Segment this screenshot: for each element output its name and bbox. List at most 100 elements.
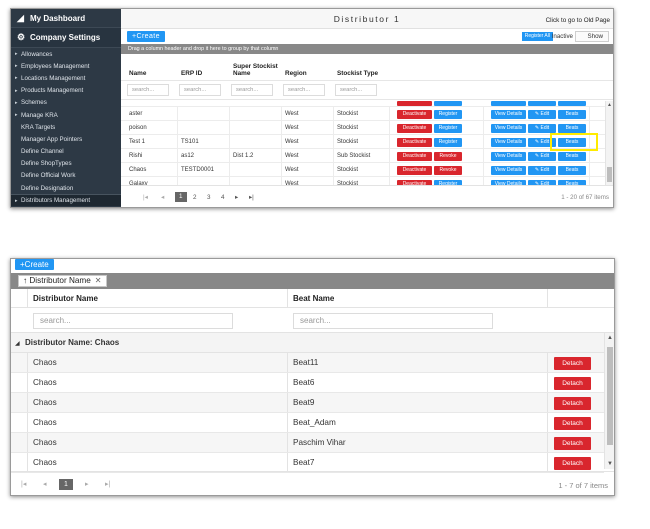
deactivate-button[interactable]: Deactivate: [397, 110, 432, 119]
view-details-button[interactable]: View Details: [491, 124, 526, 133]
column-header-super-stockist[interactable]: Super Stockist Name: [233, 63, 278, 77]
view-details-button[interactable]: View Details: [491, 166, 526, 175]
group-drop-zone[interactable]: Drag a column header and drop it here to…: [121, 44, 613, 54]
next-page-icon[interactable]: ▸: [235, 194, 239, 201]
column-header-name[interactable]: Name: [129, 70, 147, 77]
page-2-button[interactable]: 2: [193, 194, 197, 201]
view-details-button[interactable]: View Details: [491, 180, 526, 185]
group-row[interactable]: ◢ Distributor Name: Chaos: [11, 333, 604, 353]
column-header-stockist-type[interactable]: Stockist Type: [337, 70, 379, 77]
scroll-thumb[interactable]: [607, 347, 613, 445]
sidebar-item[interactable]: Define ShopTypes: [11, 158, 121, 170]
beats-button[interactable]: Beats: [558, 152, 586, 161]
close-icon[interactable]: ✕: [94, 276, 102, 285]
filter-name-input[interactable]: search...: [127, 84, 169, 96]
next-page-icon[interactable]: ▸: [85, 481, 89, 488]
column-header-distributor-name[interactable]: Distributor Name: [33, 294, 98, 303]
page-3-button[interactable]: 3: [207, 194, 211, 201]
filter-type-input[interactable]: search...: [335, 84, 377, 96]
sidebar-item[interactable]: Define Channel: [11, 146, 121, 158]
sidebar-item[interactable]: Define Official Work: [11, 170, 121, 182]
show-toggle[interactable]: Show: [575, 31, 609, 42]
sidebar-item[interactable]: ▸ Schemes: [11, 97, 121, 109]
register-button[interactable]: [434, 101, 462, 106]
detach-button[interactable]: Detach: [554, 437, 591, 450]
filter-beat-input[interactable]: search...: [293, 313, 493, 329]
prev-page-icon[interactable]: ◂: [161, 194, 165, 201]
beats-button[interactable]: Beats: [558, 180, 586, 185]
scroll-up-icon[interactable]: ▲: [607, 335, 613, 341]
sidebar-item[interactable]: ▸ Distributors Management: [11, 194, 121, 207]
register-button[interactable]: Register: [434, 110, 462, 119]
collapse-icon[interactable]: ◢: [15, 341, 20, 347]
group-chip[interactable]: ↑ Distributor Name ✕: [18, 275, 107, 287]
revoke-button[interactable]: Revoke: [434, 166, 462, 175]
sidebar-item[interactable]: ▸ Products Management: [11, 85, 121, 97]
beats-button[interactable]: Beats: [558, 166, 586, 175]
vertical-scrollbar[interactable]: ▲ ▼: [604, 333, 614, 469]
vertical-scrollbar[interactable]: ▲: [605, 101, 613, 185]
detach-button[interactable]: Detach: [554, 417, 591, 430]
edit-button[interactable]: ✎ Edit: [528, 124, 556, 133]
sidebar-dashboard[interactable]: ◢ My Dashboard: [11, 9, 121, 28]
scroll-thumb[interactable]: [607, 167, 612, 182]
filter-distributor-input[interactable]: search...: [33, 313, 233, 329]
page-4-button[interactable]: 4: [221, 194, 225, 201]
first-page-icon[interactable]: |◂: [21, 481, 27, 488]
register-button[interactable]: Register: [434, 124, 462, 133]
edit-button[interactable]: [528, 101, 556, 106]
sidebar-company-settings[interactable]: ⚙ Company Settings: [11, 28, 121, 48]
filter-region-input[interactable]: search...: [283, 84, 325, 96]
filter-super-input[interactable]: search...: [231, 84, 273, 96]
page-1-button[interactable]: 1: [175, 192, 187, 202]
column-header-beat-name[interactable]: Beat Name: [293, 294, 335, 303]
detach-button[interactable]: Detach: [554, 457, 591, 470]
prev-page-icon[interactable]: ◂: [43, 481, 47, 488]
deactivate-button[interactable]: Deactivate: [397, 124, 432, 133]
sidebar-item[interactable]: ▸ Manage KRA: [11, 109, 121, 121]
edit-button[interactable]: ✎ Edit: [528, 152, 556, 161]
deactivate-button[interactable]: Deactivate: [397, 138, 432, 147]
last-page-icon[interactable]: ▸|: [249, 194, 254, 201]
register-all-button[interactable]: Register All: [521, 32, 553, 41]
create-button[interactable]: +Create: [127, 31, 165, 42]
view-details-button[interactable]: View Details: [491, 152, 526, 161]
deactivate-button[interactable]: Deactivate: [397, 166, 432, 175]
column-header-erp-id[interactable]: ERP ID: [181, 70, 203, 77]
first-page-icon[interactable]: |◂: [143, 194, 148, 201]
beats-button[interactable]: [558, 101, 586, 106]
sidebar-item[interactable]: Manager App Pointers: [11, 133, 121, 145]
register-button[interactable]: Register: [434, 138, 462, 147]
deactivate-button[interactable]: Deactivate: [397, 180, 432, 185]
page-1-button[interactable]: 1: [59, 479, 73, 490]
deactivate-button[interactable]: [397, 101, 432, 106]
sidebar-item[interactable]: ▸ Allowances: [11, 48, 121, 60]
edit-button[interactable]: ✎ Edit: [528, 110, 556, 119]
register-button[interactable]: Register: [434, 180, 462, 185]
deactivate-button[interactable]: Deactivate: [397, 152, 432, 161]
detach-button[interactable]: Detach: [554, 397, 591, 410]
edit-button[interactable]: ✎ Edit: [528, 180, 556, 185]
view-details-button[interactable]: [491, 101, 526, 106]
sidebar-item[interactable]: ▸ Employees Management: [11, 60, 121, 72]
sidebar-item[interactable]: KRA Targets: [11, 121, 121, 133]
create-button[interactable]: +Create: [15, 259, 54, 270]
detach-button[interactable]: Detach: [554, 377, 591, 390]
beats-button[interactable]: Beats: [558, 138, 586, 147]
edit-button[interactable]: ✎ Edit: [528, 166, 556, 175]
sidebar-item[interactable]: ▸ Locations Management: [11, 72, 121, 84]
column-header-region[interactable]: Region: [285, 70, 307, 77]
view-details-button[interactable]: View Details: [491, 110, 526, 119]
view-details-button[interactable]: View Details: [491, 138, 526, 147]
scroll-down-icon[interactable]: ▼: [607, 461, 613, 467]
beats-button[interactable]: Beats: [558, 124, 586, 133]
edit-button[interactable]: ✎ Edit: [528, 138, 556, 147]
sidebar-item[interactable]: Define Designation: [11, 182, 121, 194]
scroll-up-icon[interactable]: ▲: [607, 102, 612, 108]
beats-button[interactable]: Beats: [558, 110, 586, 119]
revoke-button[interactable]: Revoke: [434, 152, 462, 161]
last-page-icon[interactable]: ▸|: [105, 481, 111, 488]
filter-erp-input[interactable]: search...: [179, 84, 221, 96]
old-page-link[interactable]: Click to go to Old Page: [545, 17, 610, 24]
detach-button[interactable]: Detach: [554, 357, 591, 370]
